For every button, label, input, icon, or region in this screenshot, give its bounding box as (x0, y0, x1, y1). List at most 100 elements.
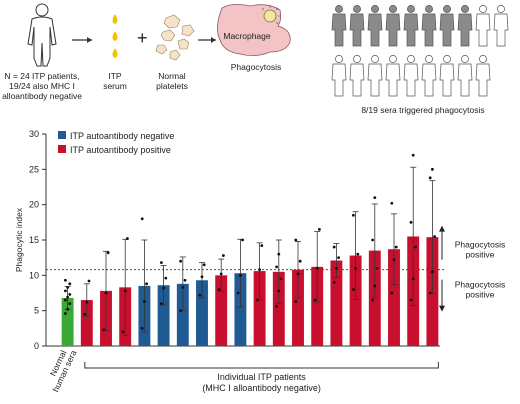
data-point (241, 238, 245, 242)
data-point (313, 298, 317, 302)
bar-group-18 (388, 201, 400, 346)
patient-10-icon (493, 5, 509, 47)
patient-19-icon (475, 55, 491, 97)
y-tick-label: 0 (34, 341, 39, 351)
data-point (277, 289, 281, 293)
data-point (239, 273, 242, 277)
patient-head (461, 55, 469, 63)
legend-swatch (58, 145, 66, 153)
data-point (68, 302, 72, 305)
bar-group-12 (272, 239, 285, 346)
patient-head (353, 5, 361, 13)
patient-head (425, 55, 433, 63)
patient-head (371, 55, 379, 63)
platelets-caption: Normal platelets (152, 71, 192, 91)
data-point (356, 252, 360, 256)
patient-4-icon (385, 5, 401, 47)
data-point (260, 244, 264, 248)
patient-16-icon (421, 55, 437, 97)
data-point (198, 293, 202, 297)
patient-15-icon (403, 55, 419, 97)
data-point (179, 259, 183, 263)
data-point (66, 295, 69, 299)
serum-caption: ITP serum (100, 71, 130, 91)
data-point (375, 266, 379, 270)
bar (368, 250, 381, 346)
schematic (27, 3, 509, 97)
bar (330, 260, 343, 346)
patients-line-3: alloantibody negative (2, 91, 82, 101)
data-point (332, 281, 336, 284)
patient-9-icon (475, 5, 491, 47)
patients-line-2: 19/24 also MHC I (9, 81, 75, 91)
patient-body (475, 13, 491, 47)
patients-caption: N = 24 ITP patients, 19/24 also MHC I al… (2, 71, 82, 101)
arrow-up-icon (439, 225, 445, 232)
data-point (394, 245, 398, 249)
data-point (64, 278, 67, 282)
bar (196, 280, 208, 346)
patient-head (407, 5, 415, 13)
bar-group-16 (349, 211, 362, 346)
data-point (294, 300, 298, 303)
data-point (275, 265, 278, 269)
bar (61, 297, 74, 346)
data-point (160, 261, 163, 265)
patient-body (457, 63, 473, 97)
group-label-line-2: (MHC I alloantibody negative) (202, 383, 321, 393)
patient-head (479, 5, 487, 13)
data-point (200, 275, 204, 279)
y-tick-label: 30 (29, 129, 39, 139)
serum-line-1: ITP (108, 71, 122, 81)
data-point (64, 289, 67, 293)
data-point (183, 278, 187, 282)
data-point (352, 213, 355, 217)
data-point (64, 312, 67, 315)
data-point (102, 328, 106, 332)
patient-8-icon (457, 5, 473, 47)
bar-group-15 (330, 243, 343, 346)
data-point (371, 238, 374, 242)
bar (215, 275, 228, 346)
y-tick-label: 15 (29, 235, 39, 245)
patient-body (349, 63, 365, 97)
data-point (126, 237, 129, 240)
platelets-line-1: Normal (158, 71, 186, 81)
bar (253, 271, 266, 346)
data-point (202, 263, 206, 267)
bar (349, 255, 362, 346)
patient-body (439, 13, 455, 47)
patient-grid (331, 5, 509, 97)
data-point (181, 285, 185, 289)
data-point (145, 282, 149, 286)
patient-head (335, 55, 343, 63)
data-point (104, 291, 108, 295)
macrophage-label: Macrophage (223, 31, 271, 41)
bar (234, 273, 247, 346)
data-point (277, 252, 281, 256)
bar-group-2 (80, 279, 93, 346)
patient-7-icon (439, 5, 455, 47)
patient-3-icon (367, 5, 383, 47)
patient-5-icon (403, 5, 419, 47)
data-point (335, 266, 338, 270)
patient-head (443, 55, 451, 63)
annotation-below-line-1: Phagocytosis (455, 280, 506, 290)
legend-label: ITP autoantibody negative (70, 131, 174, 141)
data-point (66, 307, 69, 311)
data-point (217, 288, 221, 291)
plus-sign: + (137, 28, 148, 48)
y-tick-label: 25 (29, 164, 39, 174)
data-point (409, 220, 413, 224)
patient-body (403, 63, 419, 97)
annotation-above-line-1: Phagocytosis (455, 240, 506, 250)
patient-17-icon (439, 55, 455, 97)
data-point (409, 298, 413, 302)
data-point (428, 176, 432, 180)
patient-body (349, 13, 365, 47)
patient-body (331, 63, 347, 97)
patient-figure-icon (27, 3, 57, 67)
data-point (332, 245, 336, 249)
patient-body (367, 63, 383, 97)
data-point (373, 196, 377, 199)
